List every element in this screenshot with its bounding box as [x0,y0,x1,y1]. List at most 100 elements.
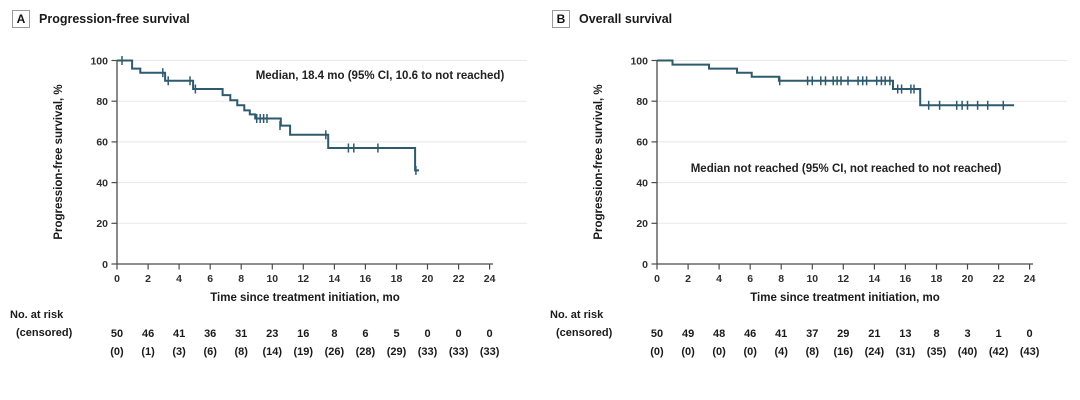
svg-text:40: 40 [636,177,648,189]
svg-text:49: 49 [682,328,694,340]
km-curve [657,59,1015,107]
svg-text:(33): (33) [449,346,469,358]
svg-text:(8): (8) [234,346,248,358]
svg-text:4: 4 [716,273,722,285]
x-axis-title: Time since treatment initiation, mo [210,292,400,304]
svg-text:21: 21 [868,328,880,340]
svg-text:20: 20 [962,273,974,285]
svg-text:0: 0 [654,273,660,285]
svg-text:24: 24 [1024,273,1036,285]
svg-text:40: 40 [96,177,108,189]
svg-text:16: 16 [297,328,309,340]
svg-text:(35): (35) [927,346,947,358]
svg-text:(33): (33) [480,346,500,358]
svg-text:(19): (19) [294,346,314,358]
svg-text:31: 31 [235,328,247,340]
svg-text:5: 5 [393,328,399,340]
panel-b-risk-table-labels: No. at risk (censored) [550,306,612,342]
x-axis-title: Time since treatment initiation, mo [750,292,940,304]
svg-text:(43): (43) [1020,346,1040,358]
y-axis-title: Progression-free survival, % [53,84,65,239]
risk-censored-row: (0) (1) (3) (6) (8) (14) (19) (26) (28) (29) (33) (… [110,346,499,358]
svg-text:(0): (0) [712,346,726,358]
svg-text:(33): (33) [418,346,438,358]
panel-a-title: Progression-free survival [39,12,190,26]
svg-text:(0): (0) [681,346,695,358]
no-at-risk-label: No. at risk [10,309,64,321]
svg-text:(26): (26) [325,346,345,358]
svg-text:37: 37 [806,328,818,340]
svg-text:46: 46 [744,328,756,340]
svg-text:22: 22 [993,273,1005,285]
svg-text:80: 80 [636,96,648,108]
median-annotation: Median, 18.4 mo (95% CI, 10.6 to not rea… [256,70,505,82]
svg-text:48: 48 [713,328,725,340]
svg-text:22: 22 [453,273,465,285]
svg-text:8: 8 [778,273,784,285]
panel-b-letter-badge: B [552,10,570,28]
svg-text:60: 60 [96,137,108,149]
svg-text:(4): (4) [774,346,788,358]
svg-text:(6): (6) [203,346,217,358]
svg-text:20: 20 [636,218,648,230]
svg-text:(16): (16) [834,346,854,358]
svg-text:36: 36 [204,328,216,340]
svg-text:6: 6 [362,328,368,340]
no-at-risk-label: No. at risk [550,309,604,321]
svg-text:0: 0 [424,328,430,340]
svg-text:13: 13 [899,328,911,340]
axes [116,60,493,265]
svg-text:(14): (14) [263,346,283,358]
svg-text:12: 12 [837,273,849,285]
svg-text:(31): (31) [896,346,916,358]
censor-marks [121,56,417,175]
svg-text:6: 6 [747,273,753,285]
panel-b-header: B Overall survival [552,10,672,28]
x-tick-labels: 0 2 4 6 8 10 12 14 16 18 20 22 24 [654,264,1036,285]
km-curve [117,59,419,172]
svg-text:14: 14 [329,273,341,285]
svg-text:18: 18 [931,273,943,285]
svg-text:(0): (0) [110,346,124,358]
panel-a-risk-table-labels: No. at risk (censored) [10,306,72,342]
panel-a-header: A Progression-free survival [12,10,190,28]
y-tick-labels: 0 20 40 60 80 100 [630,55,657,271]
svg-text:50: 50 [651,328,663,340]
svg-text:(29): (29) [387,346,407,358]
svg-text:(24): (24) [865,346,885,358]
gridlines [117,60,527,224]
censor-marks [778,76,1005,110]
svg-text:8: 8 [933,328,939,340]
svg-text:12: 12 [297,273,309,285]
risk-at-risk-row: 50 49 48 46 41 37 29 21 13 8 3 1 0 [651,328,1033,340]
svg-text:16: 16 [900,273,912,285]
svg-text:18: 18 [391,273,403,285]
svg-text:0: 0 [114,273,120,285]
svg-text:2: 2 [145,273,151,285]
risk-at-risk-row: 50 46 41 36 31 23 16 8 6 5 0 0 0 [111,328,493,340]
svg-text:(0): (0) [650,346,664,358]
svg-text:(3): (3) [172,346,186,358]
panel-b-title: Overall survival [579,12,673,26]
svg-text:(8): (8) [806,346,820,358]
x-tick-labels: 0 2 4 6 8 10 12 14 16 18 20 22 24 [114,264,496,285]
svg-text:41: 41 [775,328,787,340]
svg-text:100: 100 [90,55,108,67]
svg-text:(0): (0) [743,346,757,358]
svg-text:60: 60 [636,137,648,149]
gridlines [657,60,1067,224]
svg-text:0: 0 [642,259,648,271]
svg-text:3: 3 [964,328,970,340]
svg-text:23: 23 [266,328,278,340]
svg-text:0: 0 [456,328,462,340]
svg-text:0: 0 [487,328,493,340]
svg-text:24: 24 [484,273,496,285]
svg-text:100: 100 [630,55,648,67]
censored-label: (censored) [16,327,73,339]
svg-text:0: 0 [102,259,108,271]
censored-label: (censored) [556,327,613,339]
y-axis-title: Progression-free survival, % [593,84,605,239]
svg-text:8: 8 [331,328,337,340]
